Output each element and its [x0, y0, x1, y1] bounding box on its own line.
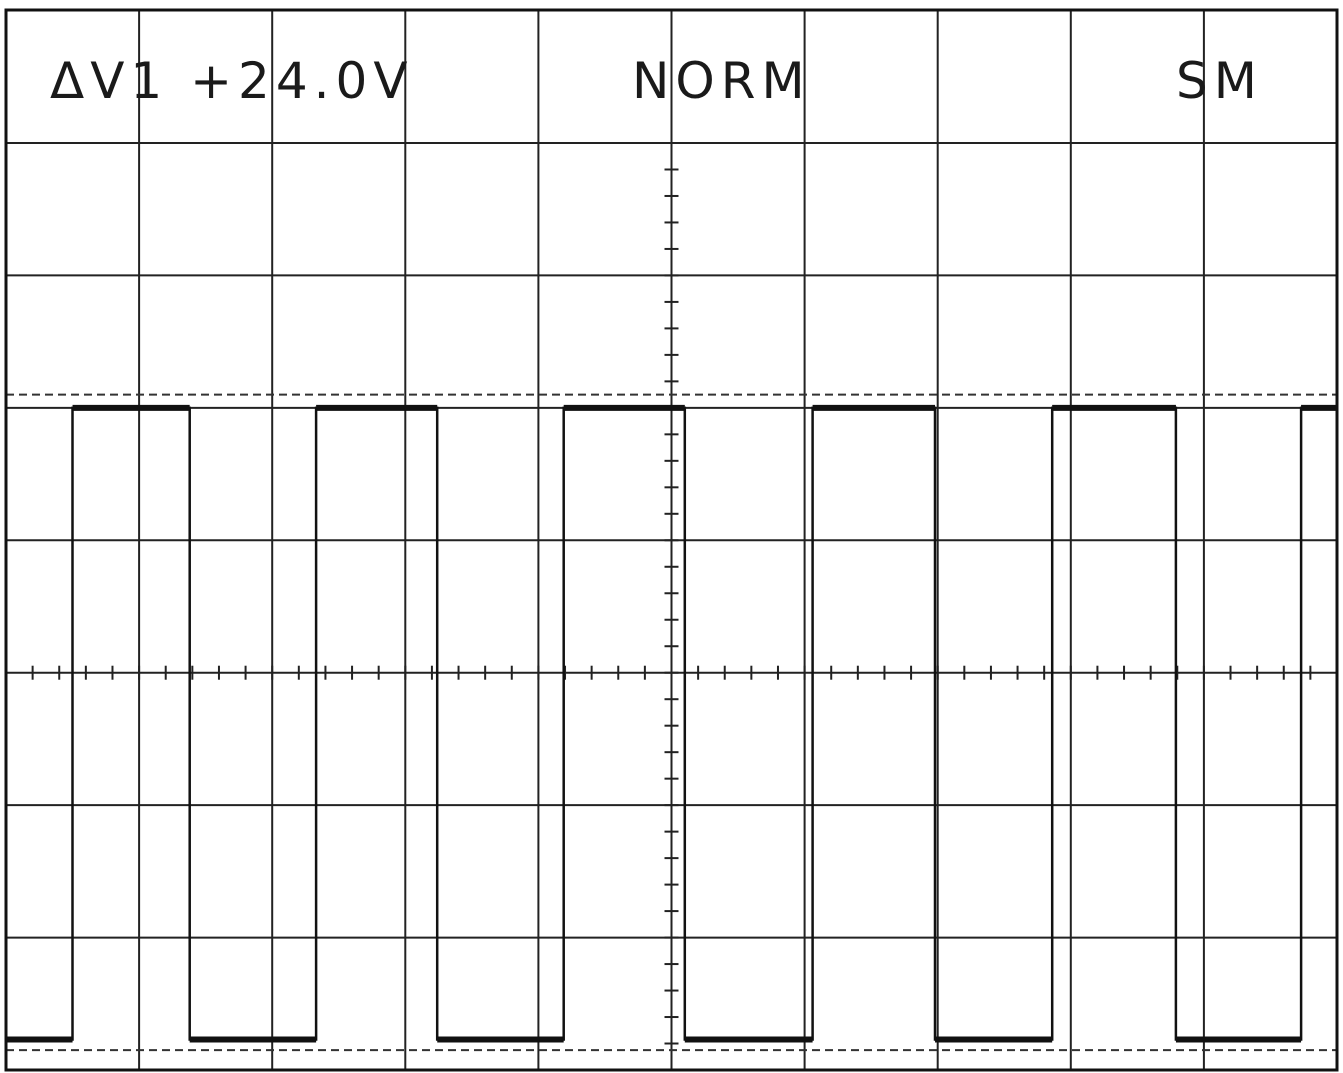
square-wave-trace	[6, 406, 1337, 1041]
signal-traces	[6, 404, 1337, 1043]
trigger-mode-readout: NORM	[632, 52, 811, 110]
delta-v-readout: ΔV1 +24.0V	[50, 52, 414, 110]
screen-border	[4, 8, 1339, 1072]
cursor-lines	[6, 393, 1337, 1052]
axis-ticks	[5, 142, 1338, 1071]
sample-mode-readout: SM	[1176, 52, 1263, 110]
header-readout: ΔV1 +24.0V NORM SM	[50, 52, 1263, 110]
